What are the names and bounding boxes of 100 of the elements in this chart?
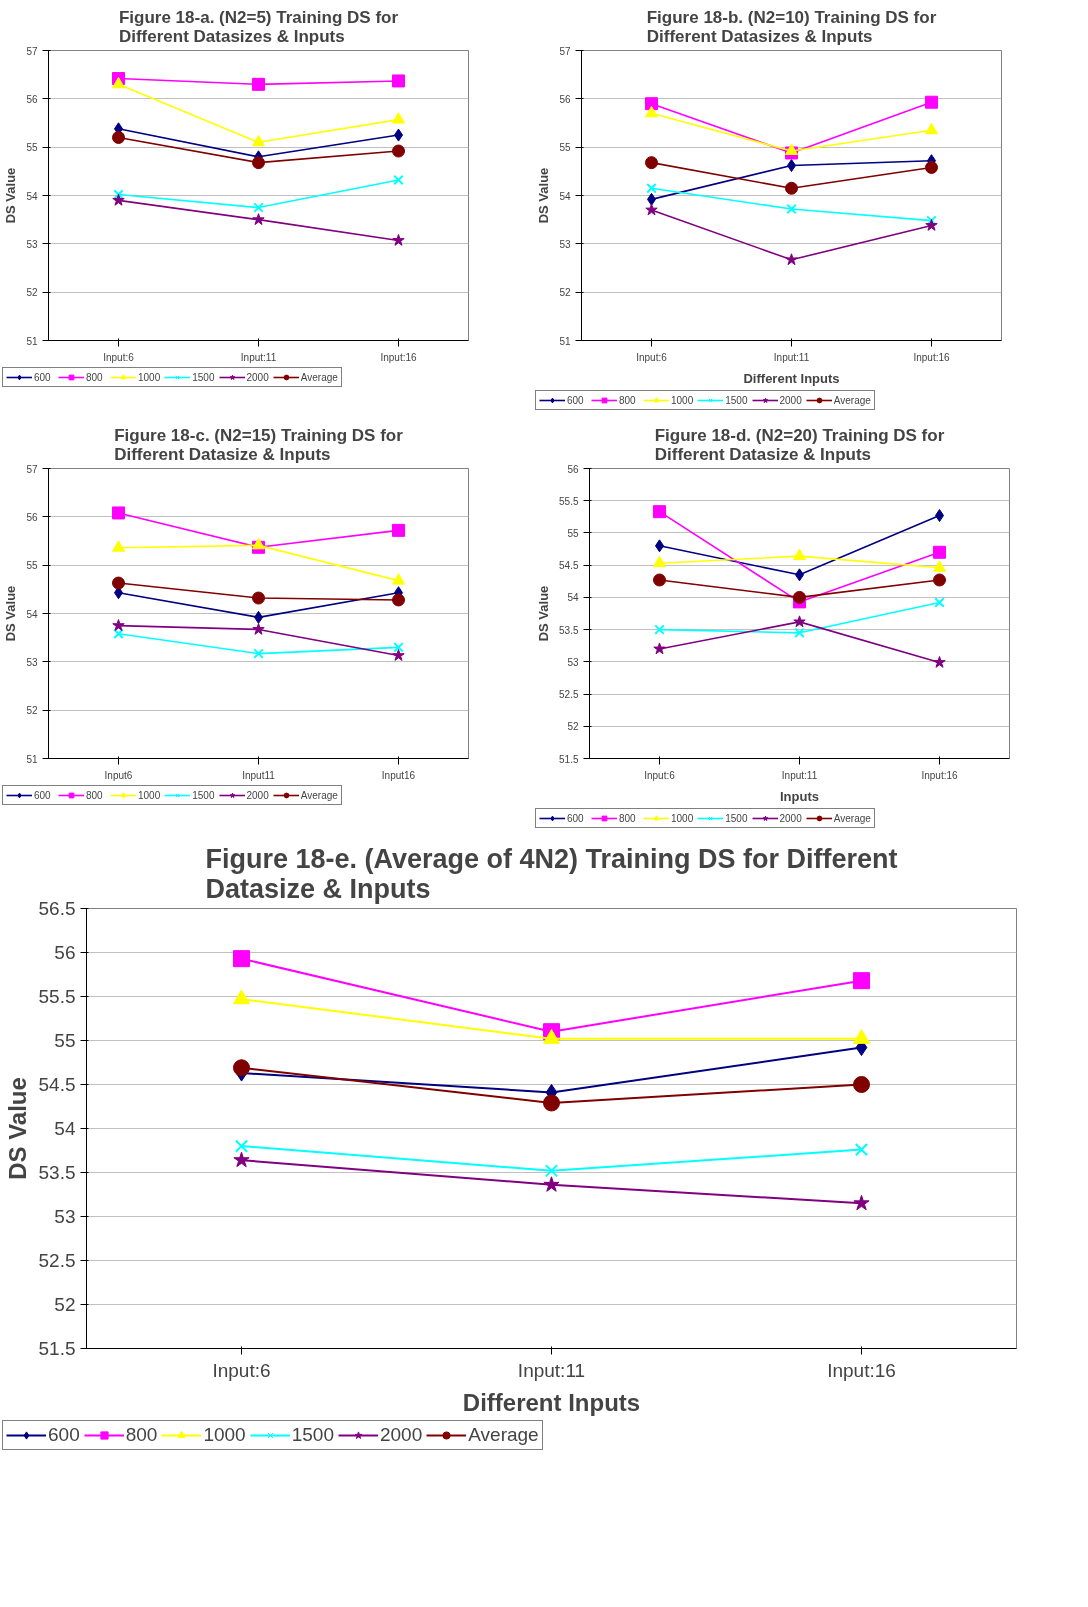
y-tick-label: 56.5 xyxy=(38,898,76,919)
y-tick-label: 57 xyxy=(559,45,571,57)
y-tick-label: 56 xyxy=(567,463,579,475)
legend-label: 2000 xyxy=(779,394,802,406)
y-tick-label: 53 xyxy=(567,656,579,668)
y-tick-label: 54 xyxy=(26,190,38,202)
y-tick-label: 52 xyxy=(567,721,579,733)
y-tick-label: 51.5 xyxy=(38,1338,76,1359)
y-tick-label: 51.5 xyxy=(559,753,579,765)
x-tick-label: Input:6 xyxy=(103,351,135,363)
y-tick-label: 56 xyxy=(559,93,571,105)
x-tick-label: Input:11 xyxy=(781,769,818,781)
y-tick-label: 54 xyxy=(567,592,579,604)
legend-label: 1000 xyxy=(671,812,694,824)
y-tick-label: 52 xyxy=(54,1294,76,1315)
legend-label: 600 xyxy=(48,1424,80,1446)
legend-label: Average xyxy=(833,812,871,824)
y-tick-label: 55.5 xyxy=(38,986,76,1007)
legend-label: 600 xyxy=(34,789,52,801)
legend-label: 1500 xyxy=(725,812,748,824)
legend-label: 600 xyxy=(567,394,585,406)
y-tick-label: 53 xyxy=(54,1206,76,1227)
y-tick-label: 56 xyxy=(26,511,38,523)
x-tick-label: Input11 xyxy=(242,769,276,781)
legend-label: Average xyxy=(300,789,338,801)
x-tick-label: Input6 xyxy=(104,769,133,781)
legend-label: Average xyxy=(300,371,338,383)
y-tick-label: 53 xyxy=(26,238,38,250)
x-tick-label: Input:6 xyxy=(212,1359,271,1381)
legend-label: 800 xyxy=(619,394,637,406)
y-tick-label: 55 xyxy=(567,527,579,539)
y-axis-title: DS Value xyxy=(3,1077,31,1180)
legend-label: 2000 xyxy=(779,812,802,824)
y-tick-label: 56 xyxy=(54,942,76,963)
y-tick-label: 52.5 xyxy=(559,689,579,701)
y-tick-label: 54 xyxy=(559,190,571,202)
x-tick-label: Input:16 xyxy=(913,351,951,363)
legend-label: 1000 xyxy=(203,1424,246,1446)
y-axis-title: DS Value xyxy=(536,585,552,642)
y-axis-title: DS Value xyxy=(3,167,19,224)
chart-title: Figure 18-d. (N2=20) Training DS for Different Datasize & Inputs xyxy=(654,425,945,464)
x-axis-title: Inputs xyxy=(780,788,819,804)
y-tick-label: 52.5 xyxy=(38,1250,76,1271)
y-tick-label: 57 xyxy=(26,45,38,57)
y-tick-label: 54 xyxy=(54,1118,76,1139)
x-tick-label: Input:11 xyxy=(517,1359,586,1381)
y-tick-label: 55 xyxy=(54,1030,76,1051)
y-tick-label: 51 xyxy=(26,753,38,765)
y-tick-label: 52 xyxy=(26,705,38,717)
x-tick-label: Input:6 xyxy=(644,769,676,781)
y-tick-label: 53.5 xyxy=(559,624,579,636)
y-tick-label: 54.5 xyxy=(559,560,579,572)
legend-label: 1500 xyxy=(192,789,215,801)
y-axis-title: DS Value xyxy=(3,585,19,642)
legend-label: 2000 xyxy=(246,789,269,801)
y-tick-label: 52 xyxy=(559,287,571,299)
y-axis-title: DS Value xyxy=(536,167,552,224)
y-tick-label: 52 xyxy=(26,287,38,299)
x-tick-label: Input:6 xyxy=(636,351,668,363)
y-tick-label: 54.5 xyxy=(38,1074,76,1095)
x-tick-label: Input:11 xyxy=(240,351,277,363)
y-tick-label: 55 xyxy=(26,142,38,154)
legend-label: 800 xyxy=(86,371,104,383)
legend-label: 800 xyxy=(86,789,104,801)
x-tick-label: Input:16 xyxy=(921,769,959,781)
x-axis-title: Different Inputs xyxy=(743,370,840,386)
x-tick-label: Input:16 xyxy=(827,1359,896,1381)
y-tick-label: 56 xyxy=(26,93,38,105)
chart-title: Figure 18-e. (Average of 4N2) Training DS for Different Datasize & Inputs xyxy=(205,843,898,904)
legend-label: 1500 xyxy=(192,371,215,383)
y-tick-label: 55.5 xyxy=(559,495,579,507)
legend-label: Average xyxy=(833,394,871,406)
legend-label: 1500 xyxy=(291,1424,334,1446)
legend-label: 600 xyxy=(567,812,585,824)
y-tick-label: 51 xyxy=(559,335,571,347)
y-tick-label: 51 xyxy=(26,335,38,347)
legend-label: Average xyxy=(468,1424,539,1446)
y-tick-label: 53 xyxy=(26,656,38,668)
x-tick-label: Input:11 xyxy=(773,351,810,363)
legend-label: 2000 xyxy=(379,1424,423,1446)
y-tick-label: 55 xyxy=(26,560,38,572)
y-tick-label: 57 xyxy=(26,463,38,475)
legend-label: 800 xyxy=(125,1424,158,1446)
legend-label: 1000 xyxy=(138,371,161,383)
y-tick-label: 55 xyxy=(559,142,571,154)
legend-label: 1000 xyxy=(138,789,161,801)
chart-title: Figure 18-a. (N2=5) Training DS for Different Datasizes & Inputs xyxy=(118,7,399,46)
chart-title: Figure 18-c. (N2=15) Training DS for Different Datasize & Inputs xyxy=(114,425,404,464)
x-axis-title: Different Inputs xyxy=(462,1388,641,1416)
y-tick-label: 53 xyxy=(559,238,571,250)
legend-label: 600 xyxy=(34,371,52,383)
x-tick-label: Input:16 xyxy=(380,351,418,363)
legend-label: 2000 xyxy=(246,371,269,383)
legend-label: 1500 xyxy=(725,394,748,406)
chart-title: Figure 18-b. (N2=10) Training DS for Different Datasizes & Inputs xyxy=(646,7,937,46)
y-tick-label: 53.5 xyxy=(38,1162,76,1183)
y-tick-label: 54 xyxy=(26,608,38,620)
legend-label: 800 xyxy=(619,812,637,824)
legend-label: 1000 xyxy=(671,394,694,406)
x-tick-label: Input16 xyxy=(381,769,416,781)
